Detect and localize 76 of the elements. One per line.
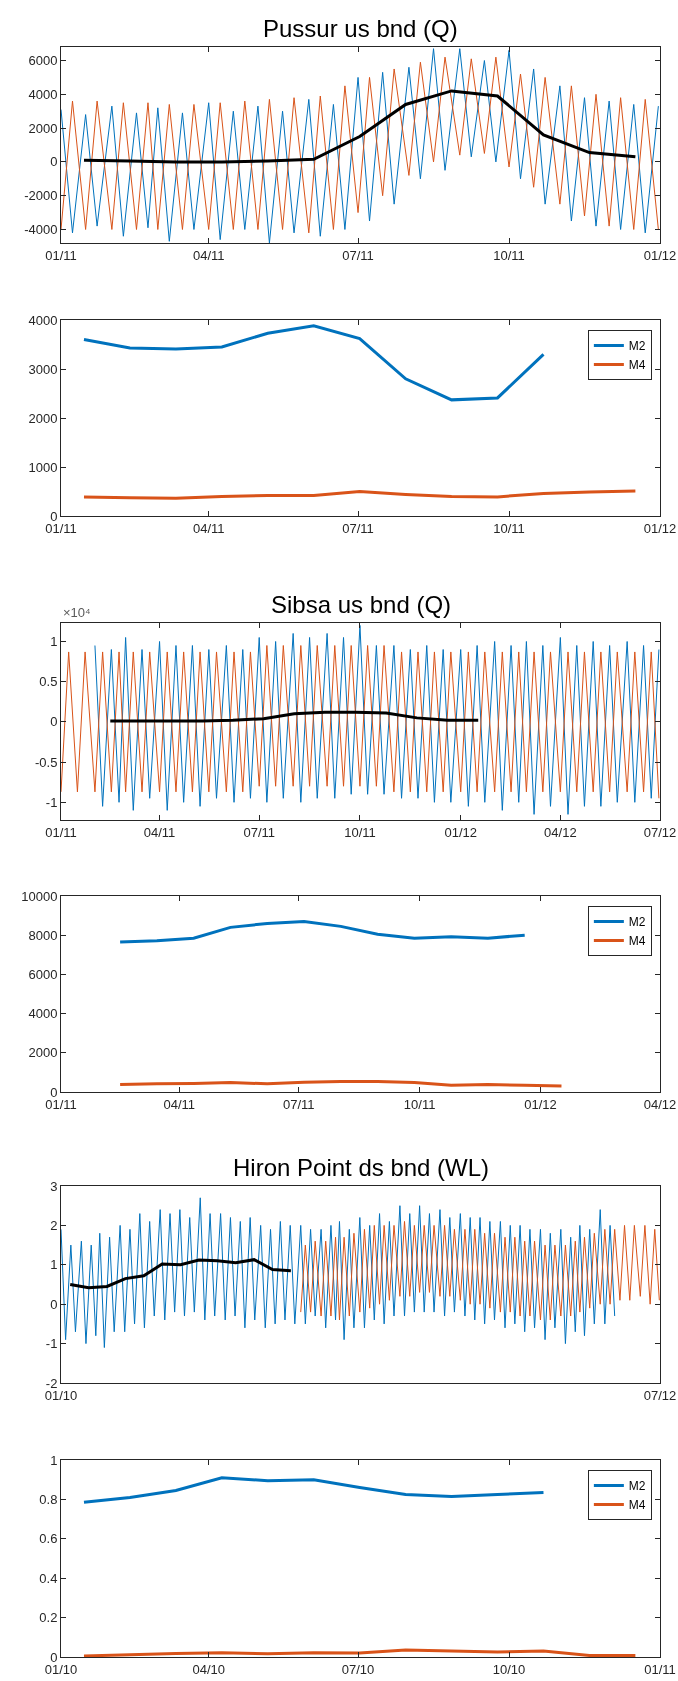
y-tick-label: 0.6 (39, 1531, 58, 1547)
y-tick-label: 0.8 (39, 1491, 58, 1507)
y-tick-label: 4000 (28, 1006, 58, 1022)
x-tick-label: 01/12 (643, 520, 677, 536)
y-tick-label: 1000 (28, 459, 58, 475)
line-series (61, 645, 660, 799)
line-series (82, 324, 545, 402)
y-tick-label: 3000 (28, 361, 58, 377)
y-tick-label: 10000 (21, 888, 58, 904)
y-tick-label: 0 (50, 714, 58, 730)
legend-label: M4 (628, 934, 646, 949)
y-tick-label: 0.2 (39, 1610, 58, 1626)
y-tick-label: 1 (50, 1257, 58, 1273)
legend-label: M4 (628, 1498, 646, 1513)
y-tick-label: 8000 (28, 927, 58, 943)
x-tick-label: 07/11 (243, 824, 275, 840)
line-series (82, 1476, 545, 1504)
x-tick-label: 07/10 (341, 1661, 375, 1677)
x-tick-label: 07/11 (282, 1096, 315, 1112)
y-tick-label: 1 (50, 1452, 58, 1468)
y-tick-label: -0.5 (34, 754, 58, 770)
x-tick-label: 07/12 (643, 824, 677, 840)
legend-label: M2 (628, 915, 646, 930)
y-tick-label: 2000 (28, 1045, 58, 1061)
x-tick-label: 04/12 (643, 1096, 677, 1112)
line-series (108, 710, 480, 723)
x-tick-label: 04/11 (163, 1096, 196, 1112)
x-tick-label: 01/12 (643, 247, 677, 263)
x-tick-label: 07/11 (342, 247, 374, 263)
y-tick-label: -2000 (24, 188, 58, 204)
line-series (82, 489, 637, 500)
x-tick-label: 01/11 (644, 1661, 676, 1677)
chart-title: Hiron Point ds bnd (WL) (233, 1154, 490, 1181)
y-tick-label: 4000 (28, 312, 58, 328)
y-tick-label: -4000 (24, 222, 58, 238)
x-tick-label: 04/11 (192, 520, 225, 536)
x-tick-label: 01/12 (524, 1096, 557, 1112)
x-tick-label: 10/11 (493, 247, 525, 263)
y-tick-label: 0.4 (39, 1570, 58, 1586)
text: ×10⁴ (63, 605, 91, 620)
x-tick-label: 01/12 (444, 824, 477, 840)
y-tick-label: 2000 (28, 120, 58, 136)
y-tick-label: 2 (50, 1217, 58, 1233)
line-series (68, 1258, 293, 1290)
y-tick-label: 3 (50, 1178, 58, 1194)
x-tick-label: 04/11 (192, 247, 225, 263)
x-tick-label: 01/11 (45, 824, 77, 840)
y-tick-label: 4000 (28, 86, 58, 102)
y-tick-label: 0 (50, 1296, 58, 1312)
line-series (61, 1197, 616, 1349)
y-tick-label: 6000 (28, 966, 58, 982)
x-tick-label: 10/11 (344, 824, 376, 840)
x-tick-label: 04/12 (544, 824, 577, 840)
x-tick-label: 01/11 (45, 247, 77, 263)
x-tick-label: 04/11 (143, 824, 176, 840)
line-series (82, 89, 637, 164)
y-tick-label: 0 (50, 154, 58, 170)
x-tick-label: 07/11 (342, 520, 374, 536)
y-tick-label: -1 (45, 1336, 58, 1352)
x-tick-label: 10/11 (493, 520, 525, 536)
y-tick-label: 1 (50, 634, 58, 650)
legend-label: M4 (628, 358, 646, 373)
y-tick-label: 6000 (28, 53, 58, 69)
chart-title: Sibsa us bnd (Q) (271, 591, 452, 618)
x-tick-label: 07/12 (643, 1387, 677, 1403)
legend-label: M2 (628, 339, 646, 354)
y-tick-label: 2000 (28, 410, 58, 426)
x-tick-label: 10/11 (403, 1096, 436, 1112)
x-tick-label: 10/10 (492, 1661, 526, 1677)
x-tick-label: 04/10 (192, 1661, 225, 1677)
chart-title: Pussur us bnd (Q) (263, 15, 458, 42)
y-tick-label: -1 (45, 794, 58, 810)
line-series (300, 1220, 660, 1321)
y-tick-label: 0.5 (39, 674, 58, 690)
line-series (118, 919, 527, 944)
legend-label: M2 (628, 1479, 646, 1494)
